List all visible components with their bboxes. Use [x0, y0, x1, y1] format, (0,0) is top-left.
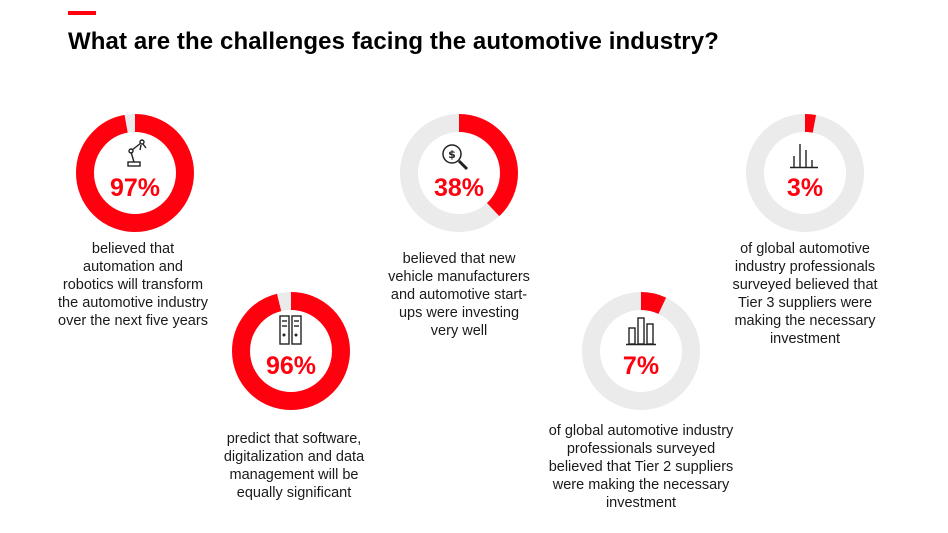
- percent-label: 96%: [265, 352, 317, 380]
- donut-value-arc: [232, 292, 350, 410]
- donut-7: [582, 292, 700, 410]
- robot-arm-icon: [127, 139, 147, 167]
- page-title: What are the challenges facing the autom…: [68, 28, 719, 55]
- caption-97: believed that automation and robotics wi…: [58, 241, 208, 329]
- percent-label: 97%: [109, 174, 161, 202]
- donut-value-arc: [746, 114, 864, 232]
- percent-label: 7%: [622, 352, 660, 380]
- stat-96: 96%: [232, 292, 350, 410]
- server-rack-icon: [279, 315, 302, 345]
- line-bars-icon: [790, 144, 818, 169]
- caption-38: believed that new vehicle manufacturers …: [388, 251, 530, 339]
- caption-7: of global automotive industry profession…: [548, 423, 734, 511]
- donut-96: [232, 292, 350, 410]
- svg-text:$: $: [448, 148, 456, 161]
- caption-96: predict that software, digitalization an…: [223, 431, 365, 501]
- donut-38: [400, 114, 518, 232]
- stat-7: 7%: [582, 292, 700, 410]
- stat-97: 97%: [76, 114, 194, 232]
- donut-97: [76, 114, 194, 232]
- percent-label: 38%: [433, 174, 485, 202]
- donut-value-arc: [582, 292, 700, 410]
- bar-chart-icon: [626, 317, 656, 346]
- donut-3: [746, 114, 864, 232]
- stat-38: $ 38%: [400, 114, 518, 232]
- magnifier-dollar-icon: $: [442, 144, 469, 171]
- caption-3: of global automotive industry profession…: [732, 241, 878, 347]
- accent-bar: [68, 11, 96, 15]
- percent-label: 3%: [786, 174, 824, 202]
- donut-value-arc: [76, 114, 194, 232]
- donut-value-arc: [400, 114, 518, 232]
- stat-3: 3%: [746, 114, 864, 232]
